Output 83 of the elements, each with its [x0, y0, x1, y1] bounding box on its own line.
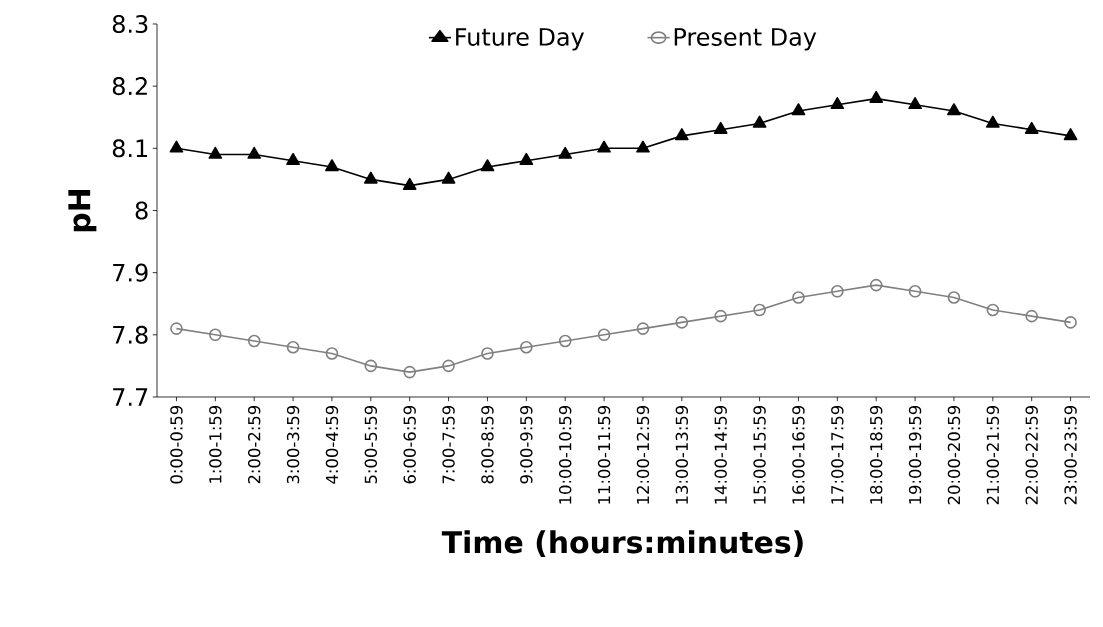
point [985, 115, 1000, 128]
point [480, 159, 495, 172]
point [675, 316, 689, 329]
x-axis-title: Time (hours:minutes) [441, 530, 803, 557]
point [403, 365, 416, 379]
point [209, 328, 222, 342]
point [325, 159, 339, 172]
point [791, 103, 806, 116]
y-tick-label: 7.8 [113, 325, 148, 344]
x-tick-label: 16:00-16:59 [792, 405, 805, 504]
x-tick-label: 18:00-18:59 [869, 405, 883, 504]
point [1024, 121, 1039, 134]
point [597, 328, 611, 342]
point [986, 303, 1000, 317]
x-tick-label: 1:00-1:59 [209, 405, 222, 483]
point [363, 171, 378, 184]
point [753, 303, 766, 317]
point [752, 115, 767, 128]
x-tick-label: 8:00-8:59 [481, 405, 494, 484]
x-tick-label: 17:00-17:59 [831, 405, 844, 504]
point [869, 90, 884, 103]
point [714, 309, 727, 323]
point [908, 285, 922, 298]
x-tick-label: 22:00-22:59 [1025, 405, 1038, 505]
point [519, 152, 534, 166]
point [441, 171, 456, 184]
point [558, 146, 573, 159]
point [170, 322, 183, 335]
point [364, 359, 378, 373]
x-tick-label: 6:00-6:59 [403, 405, 416, 484]
point [247, 146, 262, 159]
y-tick-label: 7.9 [113, 263, 148, 282]
point [947, 291, 961, 304]
point [947, 103, 961, 116]
legend-label: Future Day [456, 28, 585, 51]
point [286, 152, 300, 166]
legend-label: Present Day [674, 28, 817, 51]
point [597, 140, 611, 153]
x-tick-label: 4:00-4:59 [325, 405, 339, 484]
x-tick-label: 2:00-2:59 [247, 405, 261, 484]
x-tick-label: 9:00-9:59 [520, 405, 533, 484]
point [713, 121, 728, 134]
x-tick-label: 12:00-12:59 [636, 405, 650, 504]
x-tick-label: 23:00-23:59 [1064, 405, 1077, 505]
x-tick-label: 0:00-0:59 [170, 405, 183, 484]
point [792, 291, 805, 304]
x-tick-label: 10:00-10:59 [558, 405, 572, 504]
point [908, 97, 922, 110]
point [481, 347, 494, 360]
point [830, 97, 845, 110]
point [402, 177, 417, 190]
point [286, 340, 300, 354]
point [1063, 128, 1078, 141]
point [636, 140, 650, 153]
x-tick-label: 7:00-7:59 [442, 405, 455, 484]
point [869, 278, 883, 292]
point [442, 359, 455, 373]
point [520, 340, 533, 354]
point [636, 322, 650, 335]
x-tick-label: 15:00-15:59 [753, 405, 766, 504]
y-axis-title: pH [68, 190, 97, 232]
x-tick-label: 21:00-21:59 [986, 405, 1000, 505]
point [325, 347, 339, 360]
x-tick-label: 11:00-11:59 [597, 405, 611, 504]
x-tick-label: 13:00-13:59 [675, 405, 689, 504]
x-tick-label: 20:00-20:59 [947, 405, 961, 505]
y-tick-label: 8 [135, 201, 148, 220]
x-tick-label: 14:00-14:59 [714, 405, 727, 504]
x-tick-label: 19:00-19:59 [908, 405, 922, 504]
y-tick-label: 8.2 [112, 77, 147, 96]
point [558, 334, 572, 348]
x-tick-label: 5:00-5:59 [364, 405, 378, 484]
point [169, 140, 184, 153]
point [247, 334, 261, 348]
point [1025, 309, 1038, 323]
point [208, 146, 223, 159]
point [674, 128, 689, 141]
point [831, 285, 844, 298]
y-tick-label: 8.1 [112, 139, 148, 158]
y-tick-label: 8.3 [112, 14, 148, 34]
x-tick-label: 3:00-3:59 [286, 405, 300, 484]
point [1064, 316, 1077, 329]
y-tick-label: 7.7 [113, 388, 148, 406]
